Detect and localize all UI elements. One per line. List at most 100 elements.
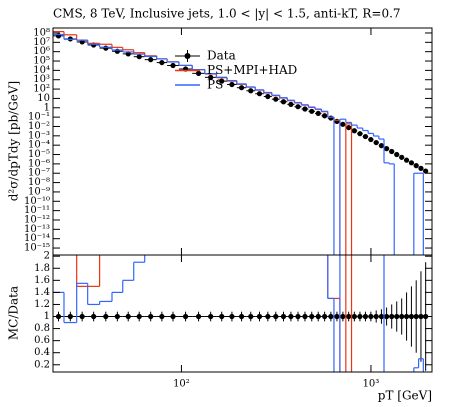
data-point xyxy=(238,313,245,320)
data-point xyxy=(394,151,400,158)
data-point xyxy=(195,313,202,320)
y-tick-label: 10⁻⁹ xyxy=(28,186,50,197)
y-tick-label: 1.4 xyxy=(34,287,50,298)
y-tick-label: 1.2 xyxy=(34,299,50,310)
data-point xyxy=(229,313,235,320)
data-point xyxy=(334,118,340,124)
data-point xyxy=(357,131,363,137)
legend-label: Data xyxy=(207,49,236,63)
y-tick-label: 0.6 xyxy=(34,335,50,346)
data-point xyxy=(219,313,225,320)
data-point xyxy=(91,313,97,320)
data-point xyxy=(288,313,294,320)
ratio-axis-label: MC/Data xyxy=(7,286,21,340)
data-point xyxy=(280,99,287,105)
y-tick-label: 10 xyxy=(37,93,50,104)
y-tick-label: 10⁻¹⁰ xyxy=(24,196,50,207)
y-tick-label: 0.8 xyxy=(34,323,50,334)
data-point xyxy=(322,313,328,320)
data-point xyxy=(403,157,410,163)
data-point xyxy=(103,313,109,320)
data-point xyxy=(378,313,385,320)
data-point xyxy=(238,85,245,91)
data-point xyxy=(302,313,308,320)
data-point xyxy=(423,168,429,174)
data-point xyxy=(328,313,334,320)
data-point xyxy=(208,313,214,320)
data-point xyxy=(265,93,271,100)
data-point xyxy=(136,313,142,320)
x-tick-label: 10³ xyxy=(363,379,380,390)
data-point xyxy=(159,313,165,320)
data-point xyxy=(399,154,405,160)
data-point xyxy=(170,62,176,69)
data-point xyxy=(67,313,73,320)
y-tick-label: 0.4 xyxy=(34,347,50,358)
y-tick-label: 10⁷ xyxy=(33,37,50,48)
data-point xyxy=(208,74,214,80)
y-tick-label: 10⁻⁸ xyxy=(28,177,50,188)
y-tick-label: 10⁴ xyxy=(33,65,50,76)
data-point xyxy=(328,115,334,121)
data-point xyxy=(315,110,321,117)
data-point xyxy=(373,139,379,146)
plot-area xyxy=(53,255,429,372)
data-point xyxy=(315,313,321,320)
data-point xyxy=(248,313,254,320)
data-point xyxy=(334,313,340,320)
data-point xyxy=(378,143,385,149)
data-point xyxy=(103,45,109,51)
y-tick-label: 1.8 xyxy=(34,263,50,274)
data-point xyxy=(362,313,369,320)
data-point xyxy=(229,81,235,88)
data-point xyxy=(248,88,254,94)
y-tick-label: 10² xyxy=(33,84,50,95)
y-axis-label: d²σ/dpTdy [pb/GeV] xyxy=(7,81,21,202)
data-point xyxy=(280,313,287,320)
data-point xyxy=(256,313,263,320)
data-point xyxy=(403,313,410,320)
data-point xyxy=(340,121,346,127)
data-point xyxy=(322,113,328,119)
data-point xyxy=(413,313,419,320)
y-tick-label: 10⁸ xyxy=(33,27,50,38)
legend-marker xyxy=(184,53,191,59)
data-point xyxy=(295,313,301,320)
data-point xyxy=(125,313,131,320)
data-point xyxy=(182,313,189,320)
data-point xyxy=(362,133,369,140)
data-point xyxy=(418,313,424,320)
data-point xyxy=(309,313,315,320)
y-tick-label: 1 xyxy=(44,102,50,113)
y-tick-label: 10⁻¹³ xyxy=(24,224,50,235)
data-point xyxy=(148,57,154,63)
data-point xyxy=(394,313,400,320)
data-point xyxy=(389,313,395,320)
data-point xyxy=(114,313,120,320)
data-point xyxy=(265,313,271,320)
data-point xyxy=(273,96,279,102)
data-point xyxy=(273,313,279,320)
data-point xyxy=(383,146,390,152)
data-point xyxy=(79,313,85,320)
data-point xyxy=(256,91,263,97)
data-point xyxy=(340,313,346,320)
data-point xyxy=(399,313,405,320)
y-tick-label: 10⁻¹⁴ xyxy=(24,233,50,244)
data-point xyxy=(408,160,415,166)
y-tick-label: 10⁻² xyxy=(28,121,50,132)
data-point xyxy=(309,108,315,114)
legend-label: PS xyxy=(207,78,223,92)
data-point xyxy=(389,148,395,155)
y-tick-label: 0.2 xyxy=(34,359,50,370)
y-tick-label: 10⁻³ xyxy=(28,130,50,141)
data-point xyxy=(288,101,294,107)
data-point xyxy=(413,163,419,169)
data-point xyxy=(219,78,225,84)
data-point xyxy=(159,59,165,66)
y-tick-label: 10³ xyxy=(33,74,50,85)
data-point xyxy=(351,313,357,320)
y-tick-label: 10⁻¹ xyxy=(28,112,50,123)
data-point xyxy=(383,313,390,320)
